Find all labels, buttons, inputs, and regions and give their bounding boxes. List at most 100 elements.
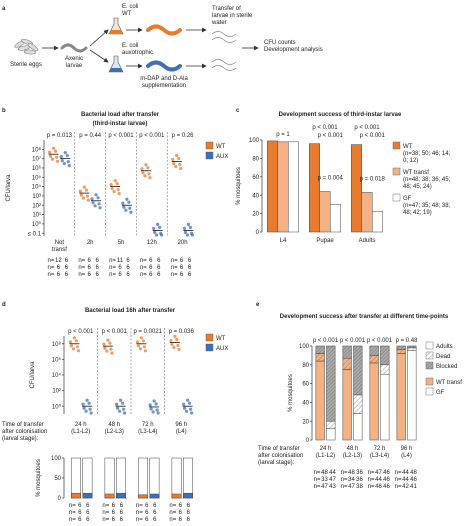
chart-title: Bacterial load after transfer <box>81 112 160 118</box>
text-line: CFU counts <box>264 40 296 46</box>
point <box>186 222 191 226</box>
point <box>82 406 86 410</box>
legend-label: WT <box>403 144 413 150</box>
point <box>144 163 148 167</box>
text-line: 72 h <box>142 422 154 428</box>
x-tick-label: 12h <box>147 240 157 246</box>
y-tick-label: 0 <box>306 438 310 444</box>
point <box>143 349 147 353</box>
point <box>91 201 95 205</box>
point <box>148 176 152 180</box>
point <box>188 225 193 229</box>
point <box>82 185 86 189</box>
point <box>116 187 120 192</box>
bar-segment <box>369 362 379 441</box>
n-label: n= <box>136 510 143 516</box>
point <box>156 222 160 226</box>
legend-swatch <box>425 387 434 396</box>
panel-a: a Sterile eggs Axenic larvae E. coli WT E.… <box>2 4 323 89</box>
bar-segment <box>326 428 336 441</box>
point <box>146 166 150 170</box>
point <box>190 233 195 237</box>
point-cloud <box>182 398 194 415</box>
point-cloud <box>102 338 114 355</box>
y-axis-label: % mosquitoes <box>288 374 294 412</box>
p-value: p = 0.004 <box>318 176 344 182</box>
point <box>173 334 177 339</box>
y-tick-label: 60 <box>302 382 309 388</box>
n-value: 6 <box>57 265 61 271</box>
text-line: Transfer of <box>212 6 241 12</box>
x-tick-label: 96 h (L4) <box>401 446 413 459</box>
n-label: n= <box>102 517 109 523</box>
chart-title: Bacterial load 16h after transfer <box>85 308 176 314</box>
point <box>122 407 126 411</box>
legend-label: Adults <box>436 344 453 350</box>
panel-label: b <box>2 108 6 114</box>
point <box>176 343 180 348</box>
point <box>78 189 82 193</box>
n-value: 6 <box>112 517 116 523</box>
bar <box>171 493 182 499</box>
bar-segment <box>369 345 379 356</box>
point <box>86 198 90 202</box>
point <box>115 402 119 406</box>
point <box>71 347 75 351</box>
p-value: p = 0.018 <box>360 176 386 182</box>
arrow <box>89 29 109 47</box>
point <box>85 194 89 198</box>
point <box>110 186 114 191</box>
legend-label: Dead <box>436 354 450 360</box>
point <box>124 208 128 212</box>
row-label: Time of transfer after colonisation (larva… <box>2 422 47 442</box>
n-value: 6 <box>179 517 183 523</box>
point <box>103 346 107 350</box>
point <box>102 342 106 346</box>
point <box>66 160 70 164</box>
n-value: 6 <box>96 272 100 278</box>
p-value: p = 1 <box>276 132 290 138</box>
analysis-label: CFU counts Development analysis <box>264 40 323 53</box>
text-line: (n=38; 50; 46; 14; <box>403 151 451 157</box>
point-cloud <box>109 178 121 196</box>
point <box>179 166 183 171</box>
bar <box>288 141 299 233</box>
bar-frame <box>138 457 148 499</box>
point <box>143 174 147 178</box>
n-label: n= <box>314 477 321 483</box>
n-value: 6 <box>88 258 92 264</box>
n-value: 6 <box>153 503 157 509</box>
n-label: n= <box>102 510 109 516</box>
point <box>128 206 132 210</box>
n-label: n= <box>368 470 375 476</box>
point <box>148 403 152 407</box>
point <box>87 401 91 405</box>
n-value: 36 <box>356 477 363 483</box>
p-value: p = 0.48 <box>396 338 419 344</box>
point <box>88 407 92 411</box>
text-line: water <box>211 20 227 26</box>
bar-frame <box>71 457 82 499</box>
n-value: 6 <box>179 510 183 516</box>
p-value: p = 0.036 <box>169 329 195 335</box>
p-value: p = 0.0021 <box>133 329 162 335</box>
x-tick-label: 96 h (L4) <box>175 422 187 435</box>
point <box>59 155 63 159</box>
point-cloud <box>78 185 90 202</box>
n-label: n= <box>169 517 176 523</box>
y-tick-label: 10⁵ <box>32 174 42 181</box>
legend-swatch <box>205 141 214 150</box>
n-value: 48 <box>321 470 328 476</box>
n-value: 6 <box>88 265 92 271</box>
n-value: 6 <box>149 258 153 264</box>
x-tick-label: Not transf <box>52 240 67 253</box>
n-value: 6 <box>118 272 122 278</box>
point-cloud <box>47 146 60 163</box>
bar <box>71 492 82 499</box>
n-value: 11 <box>117 258 124 264</box>
supplement-label: m-DAP and D-Ala supplementation <box>140 76 188 89</box>
y-axis-label: % mosquitoes <box>36 459 42 497</box>
n-value: 12 <box>55 258 62 264</box>
legend-label: AUX <box>216 154 228 160</box>
text-line: (L4) <box>401 453 412 459</box>
